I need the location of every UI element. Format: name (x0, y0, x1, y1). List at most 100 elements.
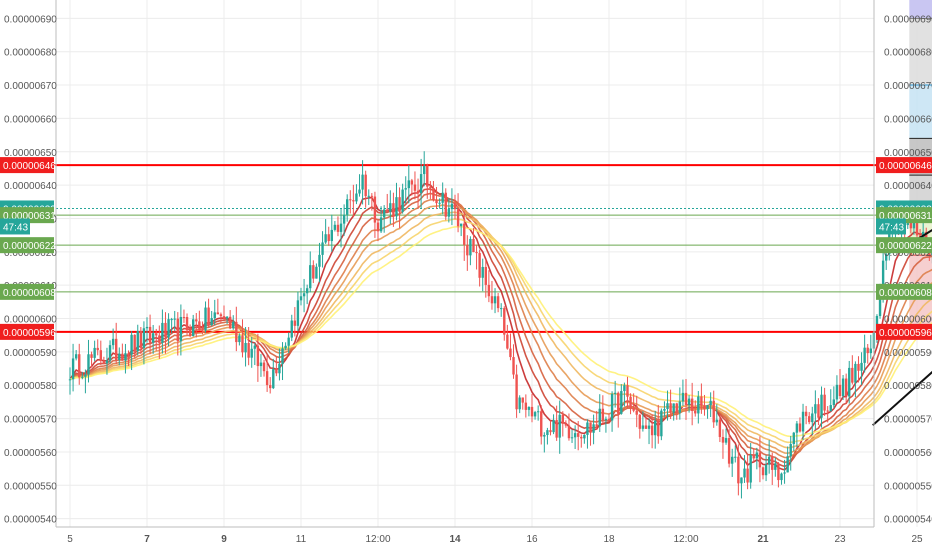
candle-body (866, 347, 869, 354)
level-label-right-bg (876, 237, 932, 254)
candle-body (269, 385, 272, 389)
candle-body (672, 403, 675, 413)
candle-body (835, 384, 839, 400)
candle-body (296, 300, 300, 326)
y-tick-label-right: 0.00000650 (884, 148, 932, 159)
candle-body (540, 411, 543, 437)
x-tick-label: 21 (757, 534, 769, 545)
candle-body (290, 320, 293, 338)
candle-body (620, 391, 623, 414)
candle-body (573, 433, 577, 438)
x-tick-label: 23 (834, 534, 846, 545)
candle-body (536, 411, 540, 413)
level-label-left: 0.00000646 (3, 161, 56, 172)
level-label-right: 0.00000608 (879, 288, 932, 299)
level-labels: 0.000006460.000006460.000006330.00000633… (0, 157, 932, 340)
candle-body (598, 408, 601, 427)
candle-body (764, 464, 768, 476)
candle-body (68, 379, 72, 381)
level-label-left: 0.00000631 (3, 211, 56, 222)
candle-body (228, 316, 232, 329)
candle-body (105, 360, 109, 364)
candle-body (346, 199, 349, 215)
level-label-left: 0.00000608 (3, 288, 56, 299)
candle-body (515, 374, 518, 410)
level-label-right: 0.00000631 (879, 211, 932, 222)
y-tick-label-right: 0.00000680 (884, 48, 932, 59)
candle-body (238, 335, 241, 343)
candle-body (302, 293, 306, 297)
candle-body (755, 452, 759, 459)
x-tick-label: 16 (526, 534, 538, 545)
candle-body (718, 419, 722, 437)
candle-body (629, 396, 632, 409)
candle-body (915, 220, 919, 236)
y-tick-label-right: 0.00000660 (884, 114, 932, 125)
candle-body (410, 180, 414, 185)
candle-body (259, 362, 263, 367)
candle-body (881, 260, 885, 299)
candle-body (789, 444, 792, 457)
candle-body (795, 423, 799, 433)
candle-body (530, 406, 534, 417)
candle-body (456, 209, 460, 227)
candle-body (613, 392, 617, 394)
candle-body (857, 363, 860, 371)
candle-body (737, 456, 740, 484)
y-tick-label-right: 0.00000620 (884, 248, 932, 259)
candle-body (127, 353, 130, 355)
level-label-left-bg (0, 323, 54, 340)
level-label-right: 0.00000622 (879, 241, 932, 252)
fib-zone (909, 85, 932, 139)
candle-body (475, 252, 478, 254)
candle-body (543, 435, 546, 437)
candle-body (401, 189, 404, 212)
candle-body (817, 404, 820, 418)
fib-extension-zone (909, 0, 932, 19)
y-tick-label-left: 0.00000540 (4, 515, 57, 526)
countdown-right: 47:43 (879, 222, 904, 233)
candle-body (278, 363, 281, 374)
candle-body (703, 405, 706, 409)
candle-body (179, 316, 183, 342)
candle-body (749, 454, 752, 483)
countdown-left-bg (0, 218, 30, 235)
candle-body (167, 319, 170, 338)
level-label-left-bg (0, 237, 54, 254)
candle-body (124, 353, 127, 361)
y-tick-label-right: 0.00000590 (884, 348, 932, 359)
candle-body (133, 334, 136, 352)
candle-body (527, 406, 531, 410)
y-tick-label-right: 0.00000550 (884, 481, 932, 492)
candle-body (426, 165, 429, 187)
candle-body (767, 456, 771, 465)
candle-body (382, 209, 386, 218)
y-tick-label-left: 0.00000690 (4, 14, 57, 25)
candle-body (851, 367, 854, 383)
candle-body (272, 369, 275, 389)
candle-body (222, 316, 226, 319)
candle-body (798, 423, 802, 432)
countdown-right-bg (876, 218, 906, 235)
x-tick-label: 14 (449, 534, 461, 545)
candle-body (136, 331, 139, 352)
y-tick-label-right: 0.00000540 (884, 515, 932, 526)
candle-body (610, 393, 614, 421)
candle-body (469, 238, 472, 256)
candle-body (330, 229, 333, 242)
candle-body (503, 308, 506, 335)
candle-body (811, 413, 814, 423)
level-label-left-bg (0, 283, 54, 300)
candle-body (392, 203, 395, 217)
candle-body (201, 329, 204, 331)
candle-body (570, 437, 574, 439)
candle-body (777, 463, 780, 481)
candle-body (312, 265, 315, 279)
candle-body (632, 408, 635, 411)
candle-body (666, 403, 669, 410)
y-tick-label-right: 0.00000560 (884, 448, 932, 459)
y-tick-label-left: 0.00000620 (4, 248, 57, 259)
candle-body (327, 234, 330, 242)
candle-body (195, 319, 198, 322)
